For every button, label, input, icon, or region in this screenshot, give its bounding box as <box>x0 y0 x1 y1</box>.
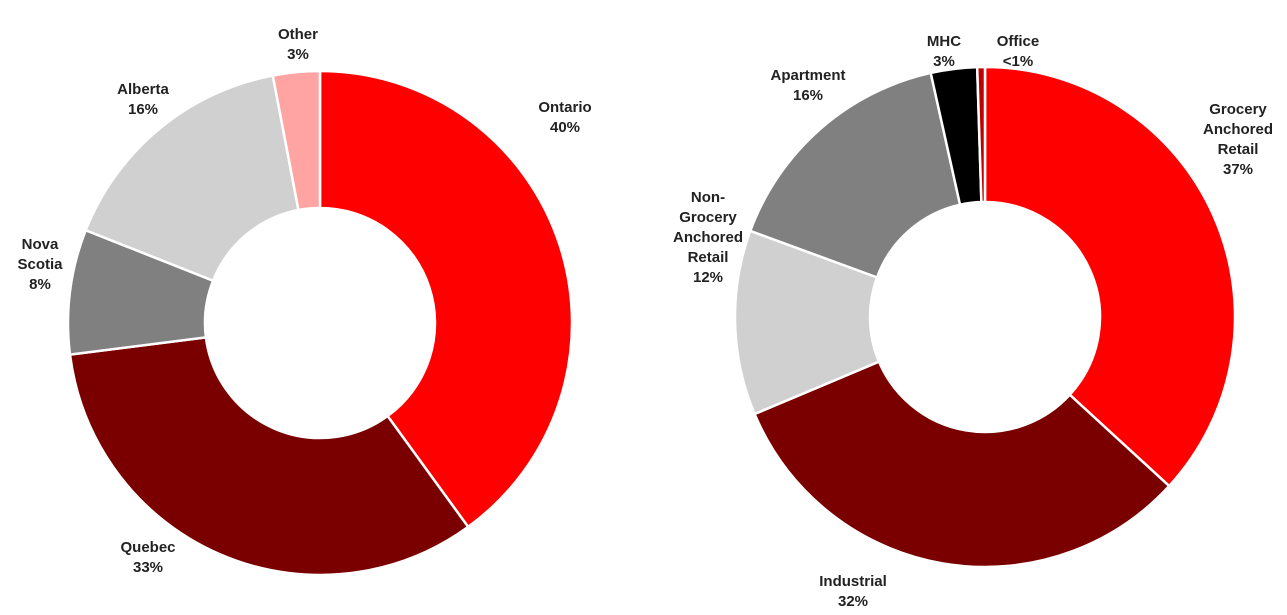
slice-label: Alberta 16% <box>98 80 188 120</box>
value-label: 37% <box>1222 161 1254 178</box>
value-label: <1% <box>1002 53 1034 70</box>
slice <box>975 65 987 204</box>
slice-label: Ontario 40% <box>520 98 610 138</box>
slice-label: Non-Grocery Anchored Retail 12% <box>666 188 751 288</box>
value-label: 16% <box>127 101 159 118</box>
slice <box>68 336 470 577</box>
value-label: 40% <box>549 119 581 136</box>
value-label: 16% <box>792 87 824 104</box>
value-label: 3% <box>287 46 309 63</box>
category-label: Industrial <box>819 573 887 590</box>
slice-label: Industrial 32% <box>803 572 903 612</box>
slice <box>271 69 322 212</box>
category-label: MHC <box>926 33 962 50</box>
slice-label: Office <1% <box>988 32 1048 72</box>
category-label: Nova Scotia <box>17 236 63 273</box>
slice-label: MHC 3% <box>919 32 969 72</box>
value-label: 8% <box>29 276 51 293</box>
category-label: Ontario <box>538 99 592 116</box>
slice-label: Nova Scotia 8% <box>15 235 65 295</box>
category-label: Non-Grocery Anchored Retail <box>672 189 743 266</box>
value-label: 12% <box>692 269 724 286</box>
value-label: 32% <box>837 593 869 610</box>
category-label: Alberta <box>117 81 169 98</box>
slice <box>752 359 1171 569</box>
slice <box>983 65 1237 488</box>
value-label: 33% <box>132 559 164 576</box>
category-label: Apartment <box>770 67 846 84</box>
slice-label: Other 3% <box>268 25 328 65</box>
category-label: Grocery Anchored Retail <box>1202 101 1273 158</box>
slice-label: Apartment 16% <box>758 66 858 106</box>
slice <box>84 74 300 283</box>
slice <box>318 69 574 529</box>
slice-label: Quebec 33% <box>103 538 193 578</box>
slice <box>748 71 962 279</box>
slice-label: Grocery Anchored Retail 37% <box>1196 100 1281 180</box>
category-label: Quebec <box>120 539 176 556</box>
slice <box>733 229 881 416</box>
category-label: Other <box>277 26 318 43</box>
value-label: 3% <box>933 53 955 70</box>
category-label: Office <box>996 33 1040 50</box>
